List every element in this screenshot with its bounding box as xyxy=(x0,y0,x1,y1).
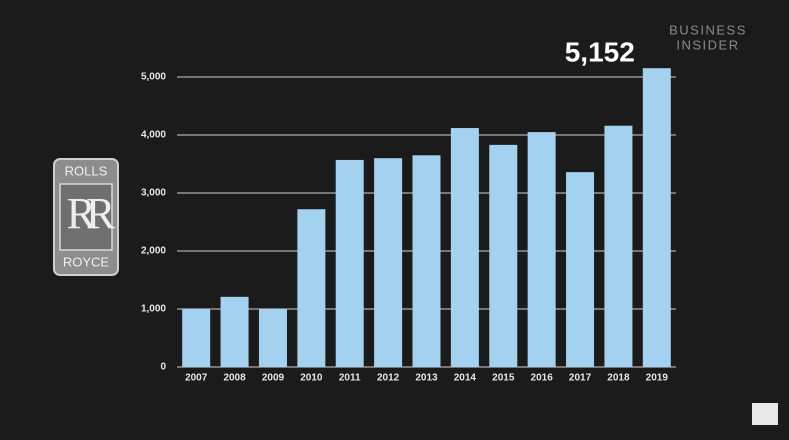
bar xyxy=(258,309,287,367)
y-tick-label: 0 xyxy=(160,362,166,373)
y-tick-label: 2,000 xyxy=(141,246,166,257)
x-tick-label: 2010 xyxy=(300,373,323,384)
x-tick-label: 2019 xyxy=(646,373,669,384)
x-tick-label: 2007 xyxy=(185,373,208,384)
bar xyxy=(604,125,633,367)
bar xyxy=(374,158,403,367)
y-tick-label: 3,000 xyxy=(141,188,166,199)
bar xyxy=(642,68,671,368)
x-tick-label: 2018 xyxy=(607,373,630,384)
watermark-line: INSIDER xyxy=(676,37,739,52)
bar xyxy=(566,172,595,367)
x-tick-label: 2012 xyxy=(377,373,400,384)
x-tick-label: 2011 xyxy=(339,373,361,384)
bar xyxy=(297,209,326,367)
bar xyxy=(527,132,556,367)
y-tick-label: 4,000 xyxy=(141,130,166,141)
watermark-line: BUSINESS xyxy=(669,22,747,37)
bar xyxy=(220,296,249,367)
bar xyxy=(450,128,479,367)
x-tick-label: 2013 xyxy=(415,373,438,384)
corner-badge xyxy=(752,403,778,425)
bar xyxy=(412,155,441,367)
bar xyxy=(335,159,364,367)
x-tick-label: 2014 xyxy=(454,373,477,384)
y-tick-label: 1,000 xyxy=(141,304,166,315)
logo: ROLLS RR ROYCE xyxy=(53,158,126,276)
bar xyxy=(182,309,211,367)
x-tick-label: 2008 xyxy=(223,373,246,384)
x-tick-label: 2016 xyxy=(531,373,554,384)
x-tick-label: 2017 xyxy=(569,373,592,384)
bar xyxy=(489,144,518,367)
x-tick-label: 2009 xyxy=(262,373,285,384)
logo-bottom: ROYCE xyxy=(63,254,110,269)
x-tick-label: 2015 xyxy=(492,373,515,384)
y-tick-label: 5,000 xyxy=(141,72,166,83)
annotation: 5,152 xyxy=(565,37,635,68)
logo-top: ROLLS xyxy=(65,163,108,178)
logo-panel xyxy=(59,183,113,251)
